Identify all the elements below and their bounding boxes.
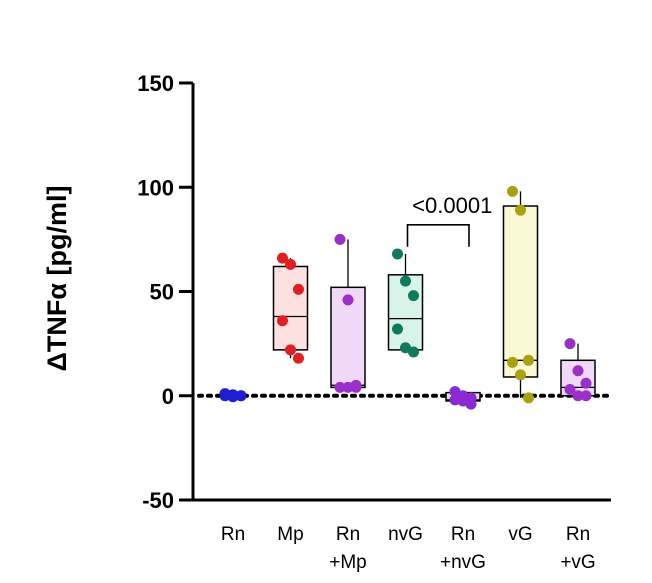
- data-point: [572, 365, 584, 377]
- data-point: [342, 294, 354, 306]
- data-point: [507, 356, 518, 368]
- x-tick-label: vG: [508, 524, 532, 545]
- data-point: [400, 275, 411, 287]
- x-tick-label: Mp: [277, 524, 303, 545]
- data-point: [572, 390, 584, 402]
- data-point: [580, 377, 592, 389]
- x-tick-label: Rn +nvG: [440, 524, 486, 573]
- x-tick-label-line: Mp: [277, 524, 303, 545]
- annotations: <0.0001: [406, 193, 492, 247]
- data-point: [293, 283, 304, 295]
- box: [272, 265, 309, 351]
- data-point: [293, 352, 304, 364]
- y-tick-label: 0: [162, 384, 174, 409]
- data-point: [334, 233, 346, 245]
- x-tick-label-line: +vG: [560, 552, 595, 573]
- x-tick-label: nvG: [388, 524, 423, 545]
- data-point: [235, 390, 247, 402]
- x-tick-label: Rn +Mp: [329, 524, 367, 573]
- data-point: [465, 398, 477, 410]
- category-group: [387, 248, 424, 358]
- data-point: [285, 344, 296, 356]
- data-point: [449, 394, 461, 406]
- x-tick-label-line: Rn: [566, 524, 590, 545]
- x-tick-label-line: Rn: [221, 524, 245, 545]
- x-tick-label-line: Rn: [451, 524, 475, 545]
- data-point: [515, 369, 526, 381]
- y-ticks: -50 0 50 100 150: [137, 71, 193, 513]
- data-point: [285, 258, 296, 270]
- y-axis-label: ΔTNFα [pg/ml]: [42, 186, 72, 372]
- x-tick-label: Rn: [221, 524, 245, 545]
- category-group: [330, 233, 366, 393]
- category-group: [272, 252, 309, 364]
- category-group: [445, 386, 481, 410]
- boxes: [219, 185, 596, 410]
- significance-bracket: [406, 223, 470, 247]
- data-point: [350, 381, 362, 393]
- category-group: [219, 388, 247, 403]
- box: [502, 205, 539, 378]
- y-tick-label: 150: [137, 71, 174, 96]
- x-tick-label: Rn +vG: [560, 524, 595, 573]
- data-point: [392, 323, 403, 335]
- x-tick-label-line: +Mp: [329, 552, 367, 573]
- data-point: [408, 290, 419, 302]
- x-ticks: Rn Mp Rn +Mp nvG Rn +nvG vG Rn +vG: [221, 524, 596, 573]
- data-point: [277, 315, 288, 327]
- data-point: [507, 185, 518, 197]
- x-tick-label-line: nvG: [388, 524, 423, 545]
- data-point: [580, 390, 592, 402]
- data-point: [219, 390, 231, 402]
- category-group: [560, 338, 596, 402]
- y-tick-label: -50: [142, 488, 174, 513]
- x-tick-label-line: vG: [508, 524, 532, 545]
- category-group: [502, 185, 539, 404]
- significance-label: <0.0001: [412, 193, 492, 218]
- data-point: [523, 354, 534, 366]
- x-tick-label-line: Rn: [336, 524, 360, 545]
- y-tick-label: 50: [150, 280, 174, 305]
- x-tick-label-line: +nvG: [440, 552, 486, 573]
- data-point: [408, 346, 419, 358]
- data-point: [227, 391, 239, 403]
- data-point: [334, 381, 346, 393]
- data-point: [342, 381, 354, 393]
- data-point: [392, 248, 403, 260]
- data-point: [564, 383, 576, 395]
- box: [387, 274, 424, 351]
- data-point: [523, 392, 534, 404]
- data-point: [564, 338, 576, 350]
- data-point: [515, 204, 526, 216]
- data-point: [277, 252, 288, 264]
- y-tick-label: 100: [137, 175, 174, 200]
